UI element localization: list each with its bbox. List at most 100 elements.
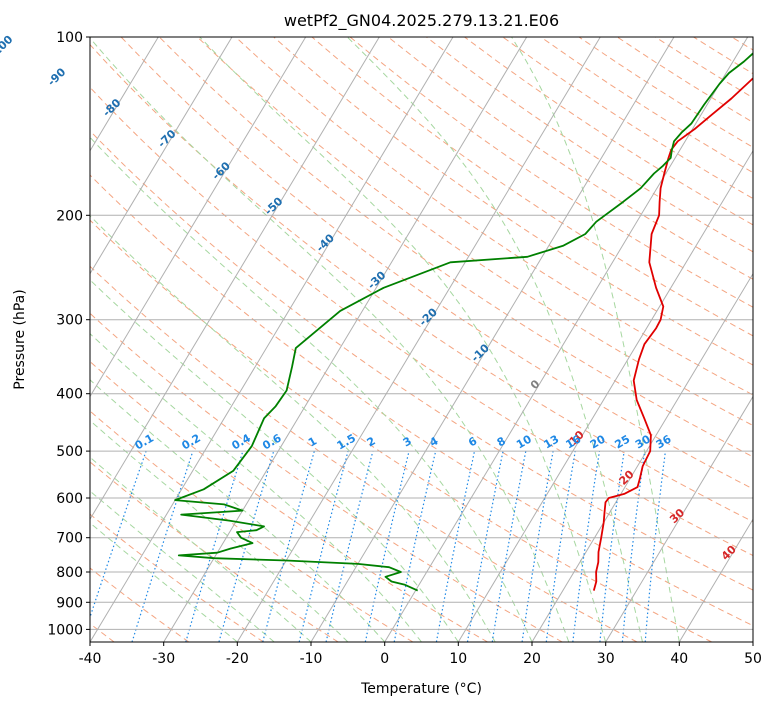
dry-adiabat	[90, 513, 264, 642]
moist-adiabat	[90, 490, 275, 642]
x-axis: -40 -30 -20 -10 0 10 20 30 40 50	[79, 642, 762, 667]
mixing-ratio-label: 1	[306, 434, 319, 449]
mixing-ratio-label: 8	[495, 434, 508, 449]
x-tick-label: -40	[79, 651, 102, 667]
moist-adiabat	[90, 456, 312, 642]
dry-adiabat	[235, 37, 753, 396]
isotherm-label: -40	[314, 231, 338, 254]
mixing-ratio-label: 10	[514, 432, 534, 451]
isotherm-label: -90	[45, 65, 69, 88]
mixing-ratio-label: 3	[401, 434, 414, 449]
x-tick-label: 30	[597, 651, 615, 667]
dry-adiabat	[90, 174, 753, 627]
dry-adiabat	[90, 219, 712, 642]
moist-adiabat	[90, 379, 386, 642]
dry-adiabat	[120, 37, 753, 490]
x-tick-label: 40	[670, 651, 688, 667]
mixing-ratio-label: 13	[541, 433, 561, 452]
dry-adiabat	[90, 410, 414, 642]
y-tick-label: 900	[56, 595, 83, 611]
dry-adiabat	[90, 265, 638, 642]
x-tick-label: 50	[744, 651, 762, 667]
y-tick-label: 800	[56, 565, 83, 581]
isotherm	[90, 37, 454, 642]
moist-adiabat	[346, 37, 643, 642]
mixing-ratio-line	[185, 450, 244, 642]
profiles	[174, 52, 753, 592]
y-axis-label: Pressure (hPa)	[12, 289, 28, 389]
y-tick-label: 500	[56, 444, 83, 460]
isotherm	[90, 37, 380, 521]
plot-frame	[89, 36, 754, 643]
dry-adiabat	[90, 567, 190, 642]
moist-adiabat	[90, 333, 422, 642]
mixing-ratio-line	[644, 451, 666, 642]
dry-adiabat	[90, 312, 563, 642]
mixing-ratio-line	[572, 451, 601, 642]
moist-adiabat	[90, 37, 570, 642]
mixing-ratio-line	[393, 450, 437, 642]
moist-adiabat	[90, 522, 238, 642]
moist-adiabat	[90, 215, 496, 642]
pressure-gridlines	[90, 36, 753, 630]
isotherm	[678, 518, 753, 642]
mixing-ratio-label: 36	[654, 432, 674, 451]
isotherm	[605, 395, 753, 642]
dry-adiabat	[540, 37, 753, 174]
mixing-ratio-label: 0.6	[260, 431, 284, 452]
x-tick-label: 20	[523, 651, 541, 667]
mixing-ratio-line	[218, 450, 275, 642]
moist-adiabat	[90, 279, 459, 642]
y-tick-label: 700	[56, 531, 83, 547]
moist-adiabat	[90, 136, 533, 642]
background-lines	[0, 37, 753, 642]
dry-adiabat	[273, 37, 753, 366]
mixing-ratio-line	[599, 451, 625, 642]
y-tick-label: 200	[56, 208, 83, 224]
dry-adiabat	[311, 37, 753, 337]
isotherm	[0, 37, 11, 642]
y-tick-label: 400	[56, 387, 83, 403]
y-tick-label: 300	[56, 313, 83, 329]
x-tick-label: -30	[152, 651, 175, 667]
x-tick-label: 10	[449, 651, 467, 667]
isotherm	[90, 37, 307, 398]
mixing-ratio-label: 2	[365, 434, 378, 449]
mixing-ratio-line	[364, 450, 410, 642]
isotherm	[90, 37, 233, 275]
mixing-ratio-label: 4	[427, 434, 440, 449]
mixing-ratio-line	[545, 451, 576, 642]
chart-title: wetPf2_GN04.2025.279.13.21.E06	[284, 11, 559, 31]
mixing-ratio-line	[621, 451, 646, 642]
x-tick-label: 0	[380, 651, 389, 667]
isotherm	[90, 37, 159, 152]
isotherm-label: -100	[0, 33, 16, 62]
mixing-ratio-label: 25	[613, 433, 633, 452]
isotherm	[384, 37, 749, 642]
mixing-ratio-line	[131, 450, 194, 642]
y-axis: 1000 900 800 700 600 500 400 300 200 100	[47, 30, 90, 638]
dry-adiabat	[387, 37, 753, 280]
dewpoint-profile	[174, 52, 753, 592]
x-axis-label: Temperature (°C)	[360, 681, 482, 697]
dry-adiabat	[197, 37, 753, 427]
isotherm	[163, 37, 528, 642]
isotherm	[752, 641, 753, 642]
moist-adiabat	[199, 37, 607, 642]
temperature-profile	[592, 77, 753, 591]
isotherm	[457, 149, 753, 642]
isotherm	[236, 37, 601, 642]
isotherm-label: 0	[528, 377, 543, 392]
isotherm-label: 30	[667, 506, 687, 526]
mixing-ratio-line	[298, 450, 349, 642]
mixing-ratio-line	[262, 450, 315, 642]
y-tick-label: 100	[56, 30, 83, 46]
mixing-ratio-label: 0.2	[179, 431, 202, 452]
isotherm	[310, 37, 675, 642]
dry-adiabat	[158, 37, 753, 458]
moist-adiabat	[511, 37, 680, 642]
y-tick-label: 1000	[47, 622, 83, 638]
moist-adiabat	[90, 419, 349, 642]
dry-adiabat	[90, 43, 753, 523]
